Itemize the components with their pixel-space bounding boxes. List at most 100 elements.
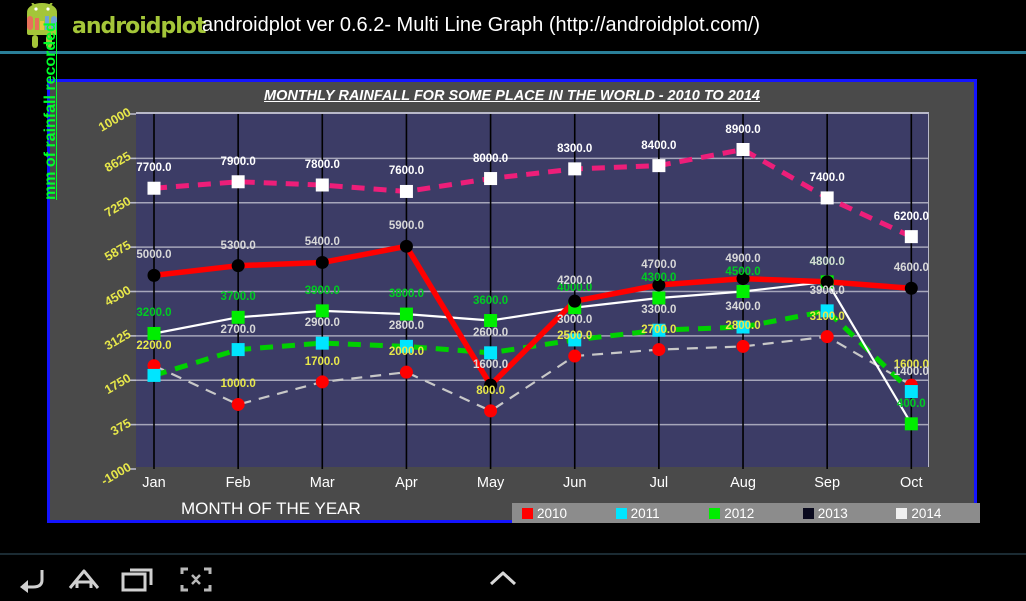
data-point-2012-Feb — [231, 310, 245, 324]
data-point-2013-Feb — [231, 259, 245, 273]
data-point-2011-Sep — [820, 304, 834, 318]
data-point-2014-Aug — [736, 143, 750, 156]
data-point-2010-Jul — [652, 343, 666, 357]
data-point-2013-Mar — [315, 255, 329, 269]
data-label: 5300.0 — [220, 239, 256, 252]
data-point-2014-Apr — [399, 184, 413, 198]
data-label: 4200.0 — [557, 275, 593, 288]
data-label: 2500.0 — [557, 330, 593, 343]
legend-label: 2013 — [817, 505, 848, 521]
chart-title: MONTHLY RAINFALL FOR SOME PLACE IN THE W… — [263, 88, 761, 104]
y-axis-tick-label: 7250 — [102, 193, 134, 220]
data-label: 7400.0 — [809, 171, 845, 184]
legend-label: 2010 — [537, 505, 568, 521]
data-point-2010-Feb — [231, 397, 245, 411]
data-point-2013-Jan — [147, 268, 161, 282]
data-label: 5000.0 — [136, 249, 172, 262]
y-axis-tick-label: 375 — [108, 415, 134, 439]
data-label: 2900.0 — [304, 317, 340, 330]
y-axis-tick-label: 1750 — [102, 371, 134, 398]
data-label: 1600.0 — [893, 359, 929, 372]
x-axis-tick-label: May — [476, 475, 505, 491]
app-title-bar: androidplot androidplot ver 0.6.2- Multi… — [0, 0, 1026, 54]
data-point-2010-May — [484, 404, 498, 418]
legend-item-2011[interactable]: 2011 — [615, 505, 700, 521]
chart-legend: 2010 2011 2012 2013 2014 — [512, 503, 980, 523]
data-point-2012-Apr — [399, 307, 413, 321]
data-label: 4700.0 — [641, 259, 677, 272]
data-label: 4900.0 — [725, 252, 761, 265]
screenshot-icon[interactable] — [178, 564, 214, 594]
data-point-2013-Oct — [904, 281, 918, 295]
legend-label: 2014 — [911, 505, 942, 521]
data-label: 3100.0 — [809, 310, 845, 323]
x-axis-tick-label: Jun — [563, 475, 587, 491]
plot-area — [129, 112, 929, 470]
legend-item-2010[interactable]: 2010 — [522, 506, 606, 521]
y-axis-tick-label: 4500 — [102, 282, 134, 309]
legend-label: 2011 — [630, 505, 660, 521]
data-point-2011-Aug — [736, 320, 750, 334]
legend-item-2014[interactable]: 2014 — [896, 506, 980, 521]
data-point-2014-Jan — [147, 181, 161, 195]
data-point-2013-May — [484, 378, 498, 392]
data-label: 4500.0 — [725, 265, 761, 278]
data-label: 1000.0 — [220, 378, 256, 391]
data-label: 2000.0 — [388, 346, 425, 359]
data-label: 2800.0 — [388, 320, 425, 333]
data-label: 3900.0 — [304, 284, 340, 297]
data-point-2013-Sep — [820, 275, 834, 289]
x-axis-tick-label: Aug — [730, 475, 756, 491]
series-line-2014 — [153, 147, 913, 239]
data-label: 7600.0 — [388, 165, 425, 178]
data-label: 3200.0 — [136, 307, 172, 320]
data-label: 7800.0 — [304, 159, 340, 171]
data-point-2010-Aug — [736, 339, 750, 353]
data-label: 8000.0 — [472, 152, 509, 165]
legend-item-2012[interactable]: 2012 — [709, 506, 793, 521]
data-label: 4300.0 — [641, 271, 677, 284]
legend-swatch-icon — [709, 507, 721, 519]
legend-item-2013[interactable]: 2013 — [802, 505, 887, 521]
data-label: 2200.0 — [136, 339, 172, 352]
data-point-2011-May — [484, 346, 498, 360]
data-label: 4800.0 — [809, 255, 845, 268]
data-point-2013-Aug — [736, 272, 750, 286]
x-axis-tick-label: Jan — [142, 475, 166, 491]
legend-swatch-icon — [615, 507, 627, 519]
android-robot-icon — [27, 2, 57, 48]
recent-apps-icon[interactable] — [120, 564, 156, 594]
x-axis-tick-label: Sep — [814, 475, 841, 491]
collapse-chevron-icon[interactable] — [479, 564, 527, 594]
y-axis-tick-label: -1000 — [98, 459, 134, 489]
data-label: 8900.0 — [725, 123, 761, 136]
data-label: 4000.0 — [557, 281, 593, 294]
x-axis-tick-label: Mar — [309, 475, 335, 491]
data-label: 1700.0 — [304, 355, 340, 368]
data-label: 7900.0 — [220, 155, 256, 168]
androidplot-wordmark: androidplot — [72, 14, 206, 39]
y-axis-tick-label: 3125 — [102, 326, 134, 353]
legend-label: 2012 — [724, 505, 755, 521]
data-point-2011-Jun — [568, 333, 582, 347]
x-axis-tick-label: Apr — [395, 475, 418, 491]
data-point-2014-Feb — [231, 175, 245, 189]
data-label: 4600.0 — [893, 262, 929, 275]
data-label: 5400.0 — [304, 236, 340, 249]
data-point-2014-Jun — [568, 162, 582, 176]
data-point-2013-Apr — [399, 239, 413, 253]
data-point-2011-Feb — [231, 343, 245, 357]
data-point-2014-Jul — [652, 159, 666, 173]
data-point-2013-Jun — [568, 294, 582, 308]
home-icon[interactable] — [66, 564, 102, 594]
data-label: 8300.0 — [557, 142, 593, 155]
data-point-2011-Mar — [315, 336, 329, 350]
back-arrow-icon[interactable] — [12, 564, 48, 594]
y-axis-tick-label: 5875 — [102, 238, 134, 265]
legend-swatch-icon — [802, 507, 814, 519]
data-label: 2700.0 — [220, 323, 256, 336]
data-label: 1600.0 — [472, 359, 509, 372]
data-point-2010-Jun — [568, 349, 582, 363]
data-point-2011-Jan — [147, 368, 161, 382]
chart-container: MONTHLY RAINFALL FOR SOME PLACE IN THE W… — [42, 22, 980, 523]
